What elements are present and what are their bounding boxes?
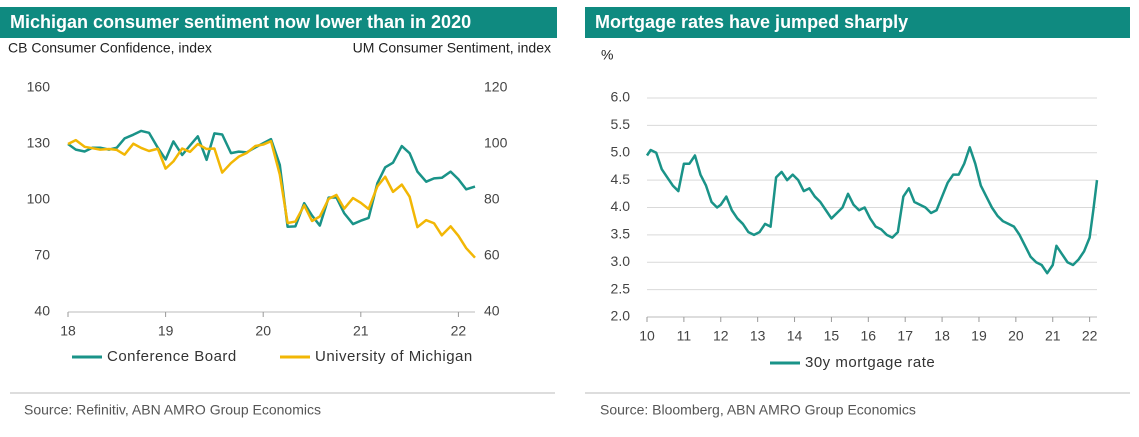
y-tick-label: 70	[34, 247, 50, 263]
x-tick-label: 21	[1045, 328, 1061, 344]
x-tick-label: 22	[451, 323, 467, 339]
x-tick-label: 15	[824, 328, 840, 344]
x-tick-label: 16	[861, 328, 877, 344]
legend-label: 30y mortgage rate	[805, 354, 935, 371]
x-tick-label: 20	[255, 323, 271, 339]
x-tick-label: 20	[1008, 328, 1024, 344]
y-tick-label: 4.5	[611, 171, 631, 187]
y2-tick-label: 80	[484, 191, 500, 207]
source: Source: Refinitiv, ABN AMRO Group Econom…	[24, 402, 321, 418]
x-tick-label: 13	[750, 328, 766, 344]
x-tick-label: 22	[1082, 328, 1098, 344]
y-tick-label: 5.0	[611, 143, 631, 159]
y-tick-label: 2.5	[611, 280, 631, 296]
x-tick-label: 18	[60, 323, 76, 339]
x-tick-label: 17	[897, 328, 913, 344]
series-line	[67, 138, 476, 259]
x-tick-label: 10	[639, 328, 655, 344]
y2-tick-label: 60	[484, 247, 500, 263]
y2-tick-label: 40	[484, 303, 500, 319]
chart-title: Mortgage rates have jumped sharply	[595, 12, 908, 32]
x-tick-label: 21	[353, 323, 369, 339]
y-tick-label: 3.0	[611, 253, 631, 269]
y-tick-label: 130	[27, 135, 51, 151]
y-axis-label: CB Consumer Confidence, index	[8, 40, 212, 56]
series-line	[67, 129, 476, 228]
y2-tick-label: 120	[484, 79, 508, 95]
series-line	[645, 146, 1099, 275]
y-axis-label: %	[601, 47, 613, 63]
y-tick-label: 40	[34, 303, 50, 319]
y-tick-label: 160	[27, 79, 51, 95]
x-tick-label: 19	[158, 323, 174, 339]
x-tick-label: 11	[677, 328, 692, 344]
y-tick-label: 6.0	[611, 89, 631, 105]
x-tick-label: 19	[971, 328, 987, 344]
title-bar	[585, 7, 1130, 38]
x-tick-label: 12	[713, 328, 729, 344]
y2-axis-label: UM Consumer Sentiment, index	[353, 40, 551, 56]
y-tick-label: 4.0	[611, 198, 631, 214]
x-tick-label: 18	[934, 328, 950, 344]
legend-label: Conference Board	[107, 348, 237, 365]
x-tick-label: 14	[787, 328, 803, 344]
y-tick-label: 3.5	[611, 226, 631, 242]
y-tick-label: 2.0	[611, 308, 631, 324]
chart-title: Michigan consumer sentiment now lower th…	[10, 12, 471, 32]
y2-tick-label: 100	[484, 135, 508, 151]
y-tick-label: 100	[27, 191, 51, 207]
y-tick-label: 5.5	[611, 116, 631, 132]
legend-label: University of Michigan	[315, 348, 473, 365]
title-bar	[0, 7, 557, 38]
source: Source: Bloomberg, ABN AMRO Group Econom…	[600, 402, 916, 418]
